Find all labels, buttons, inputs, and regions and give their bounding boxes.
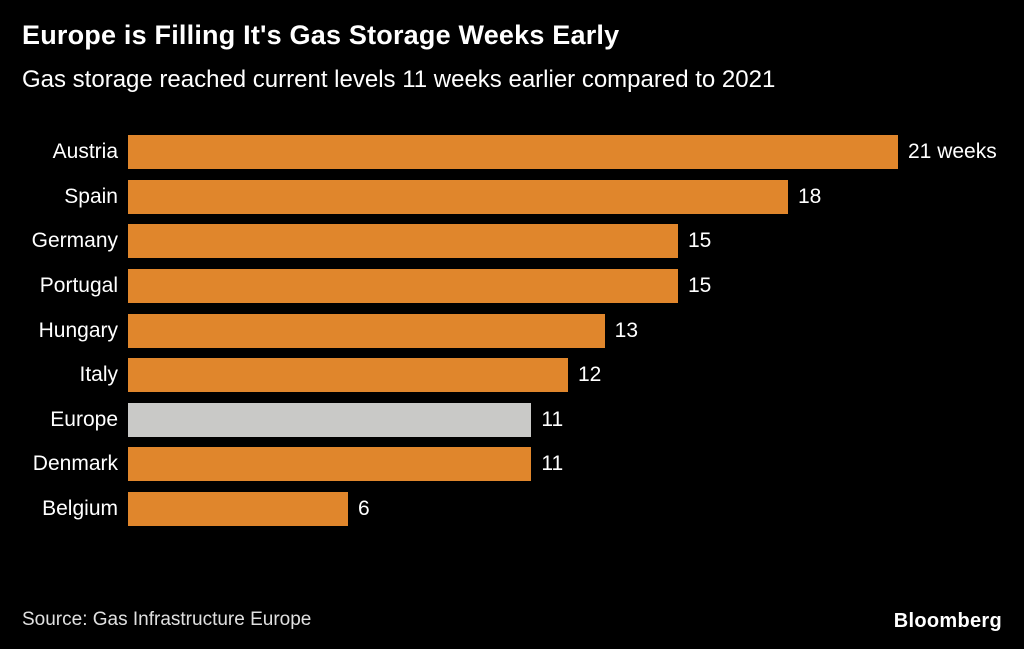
value-label-denmark: 11 [541,452,564,476]
category-label-austria: Austria [52,140,118,164]
chart-row: Austria 21 weeks [22,130,1002,175]
bar-area: 11 [128,447,1002,482]
value-label-europe: 11 [541,407,564,431]
bar-denmark [128,447,532,482]
bar-area: 15 [128,269,1002,304]
value-label-belgium: 6 [358,497,370,521]
category-label-belgium: Belgium [42,497,118,521]
category-label-germany: Germany [31,229,118,253]
bar-austria [128,135,898,170]
chart-row: Denmark 11 [22,442,1002,487]
value-label-hungary: 13 [614,318,639,342]
chart-row: Hungary 13 [22,308,1002,353]
value-label-spain: 18 [798,184,822,208]
chart-subtitle: Gas storage reached current levels 11 we… [22,66,776,93]
bar-chart: Austria 21 weeks Spain 18 Germany 15 Portugal 1… [22,130,1002,531]
value-label-austria: 21 weeks [908,140,997,164]
chart-row: Germany 15 [22,219,1002,264]
bar-hungary [128,313,605,348]
category-label-spain: Spain [64,184,118,208]
source-note: Source: Gas Infrastructure Europe [22,609,312,630]
bar-area: 21 weeks [128,135,1002,170]
value-label-germany: 15 [688,229,712,253]
category-label-hungary: Hungary [38,318,118,342]
value-label-portugal: 15 [688,274,712,298]
bar-area: 13 [128,313,1002,348]
chart-row: Spain 18 [22,175,1002,220]
bar-europe [128,402,532,437]
bar-portugal [128,269,678,304]
category-label-europe: Europe [50,407,118,431]
bar-italy [128,358,568,393]
bar-belgium [128,492,348,527]
chart-row: Belgium 6 [22,487,1002,532]
chart-rows: Austria 21 weeks Spain 18 Germany 15 Portugal 1… [22,130,1002,531]
category-label-denmark: Denmark [32,452,118,476]
bar-area: 11 [128,402,1002,437]
bloomberg-logo: Bloomberg [893,610,1002,632]
bar-area: 15 [128,224,1002,259]
bar-germany [128,224,678,259]
bar-area: 6 [128,492,1002,527]
chart-row: Europe 11 [22,398,1002,443]
category-label-portugal: Portugal [39,274,118,298]
bar-area: 18 [128,179,1002,214]
category-label-italy: Italy [79,363,118,387]
chart-title: Europe is Filling It's Gas Storage Weeks… [22,20,620,50]
bar-spain [128,179,788,214]
bar-area: 12 [128,358,1002,393]
chart-row: Portugal 15 [22,264,1002,309]
value-label-italy: 12 [578,363,602,387]
chart-row: Italy 12 [22,353,1002,398]
